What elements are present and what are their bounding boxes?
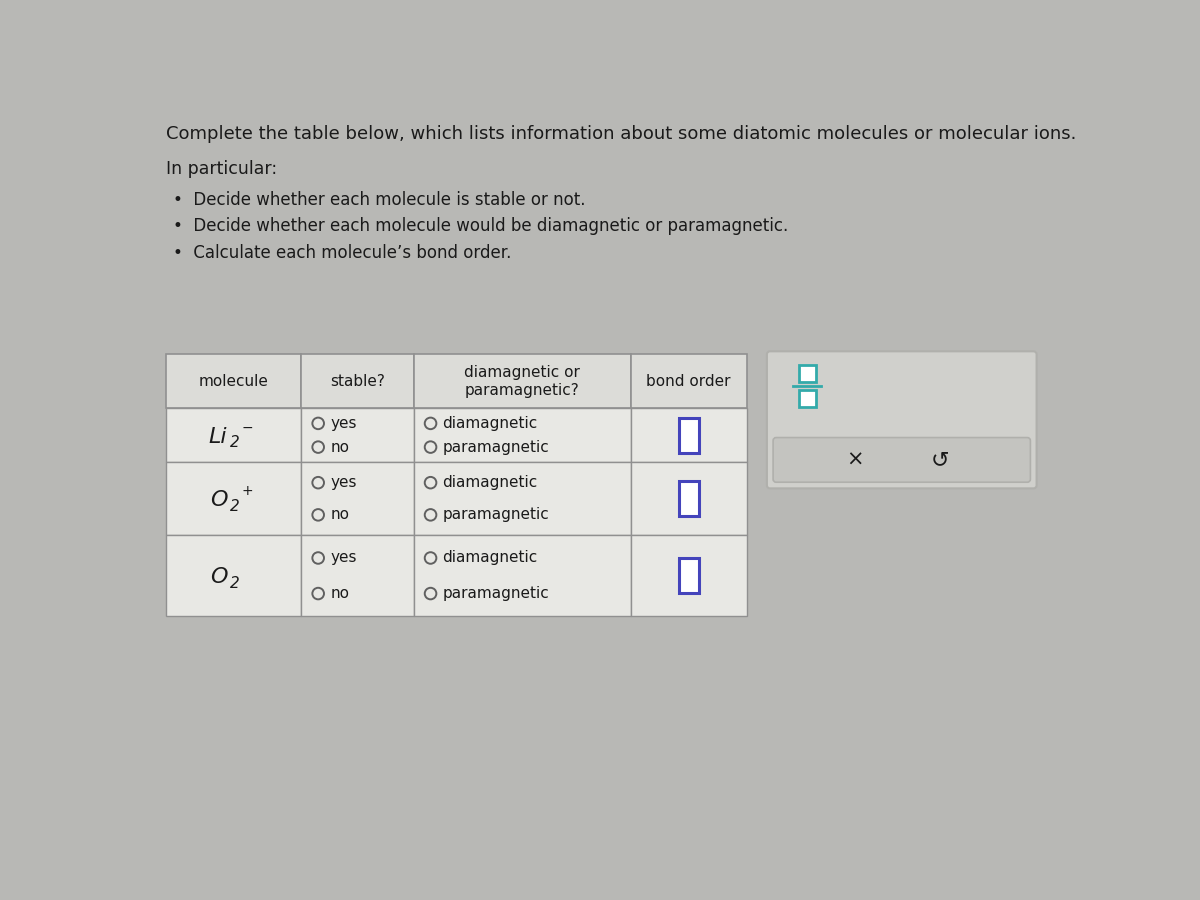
Bar [166,355,301,409]
Bar [414,409,630,463]
Text: no: no [330,586,349,601]
Bar [678,418,698,453]
Bar [166,409,301,463]
Bar [630,536,746,617]
Text: Complete the table below, which lists information about some diatomic molecules : Complete the table below, which lists in… [166,125,1076,143]
Text: molecule: molecule [198,374,269,389]
Text: diamagnetic: diamagnetic [443,551,538,565]
Bar [414,355,630,409]
Text: diamagnetic: diamagnetic [443,416,538,431]
Text: paramagnetic: paramagnetic [443,439,550,454]
Bar [630,355,746,409]
Text: yes: yes [330,475,356,491]
Text: yes: yes [330,416,356,431]
Bar [630,409,746,463]
Text: diamagnetic or
paramagnetic?: diamagnetic or paramagnetic? [464,365,580,398]
Text: •  Decide whether each molecule is stable or not.: • Decide whether each molecule is stable… [173,191,586,209]
Text: diamagnetic: diamagnetic [443,475,538,491]
Bar [301,463,414,536]
Text: no: no [330,439,349,454]
Text: bond order: bond order [647,374,731,389]
Text: 2: 2 [230,436,240,450]
Text: −: − [241,420,253,435]
FancyBboxPatch shape [773,437,1031,482]
Text: yes: yes [330,551,356,565]
Bar [301,409,414,463]
Bar [301,355,414,409]
Text: 2: 2 [230,576,240,591]
Bar [414,536,630,617]
Bar [799,365,816,382]
Text: Li: Li [209,427,227,446]
Text: paramagnetic: paramagnetic [443,508,550,522]
Text: ↺: ↺ [931,450,950,470]
Bar [799,390,816,407]
Text: 2: 2 [230,499,240,514]
Text: O: O [210,491,227,510]
Text: no: no [330,508,349,522]
Bar [166,536,301,617]
Bar [630,463,746,536]
Bar [678,482,698,517]
FancyBboxPatch shape [767,351,1037,489]
Text: O: O [210,567,227,588]
Text: •  Calculate each molecule’s bond order.: • Calculate each molecule’s bond order. [173,244,511,262]
Bar [414,463,630,536]
Text: stable?: stable? [330,374,385,389]
Bar [678,558,698,593]
Text: ×: × [846,450,864,470]
Text: +: + [241,484,253,498]
Bar [301,536,414,617]
Bar [166,463,301,536]
Text: •  Decide whether each molecule would be diamagnetic or paramagnetic.: • Decide whether each molecule would be … [173,217,788,235]
Text: paramagnetic: paramagnetic [443,586,550,601]
Text: In particular:: In particular: [166,160,277,178]
